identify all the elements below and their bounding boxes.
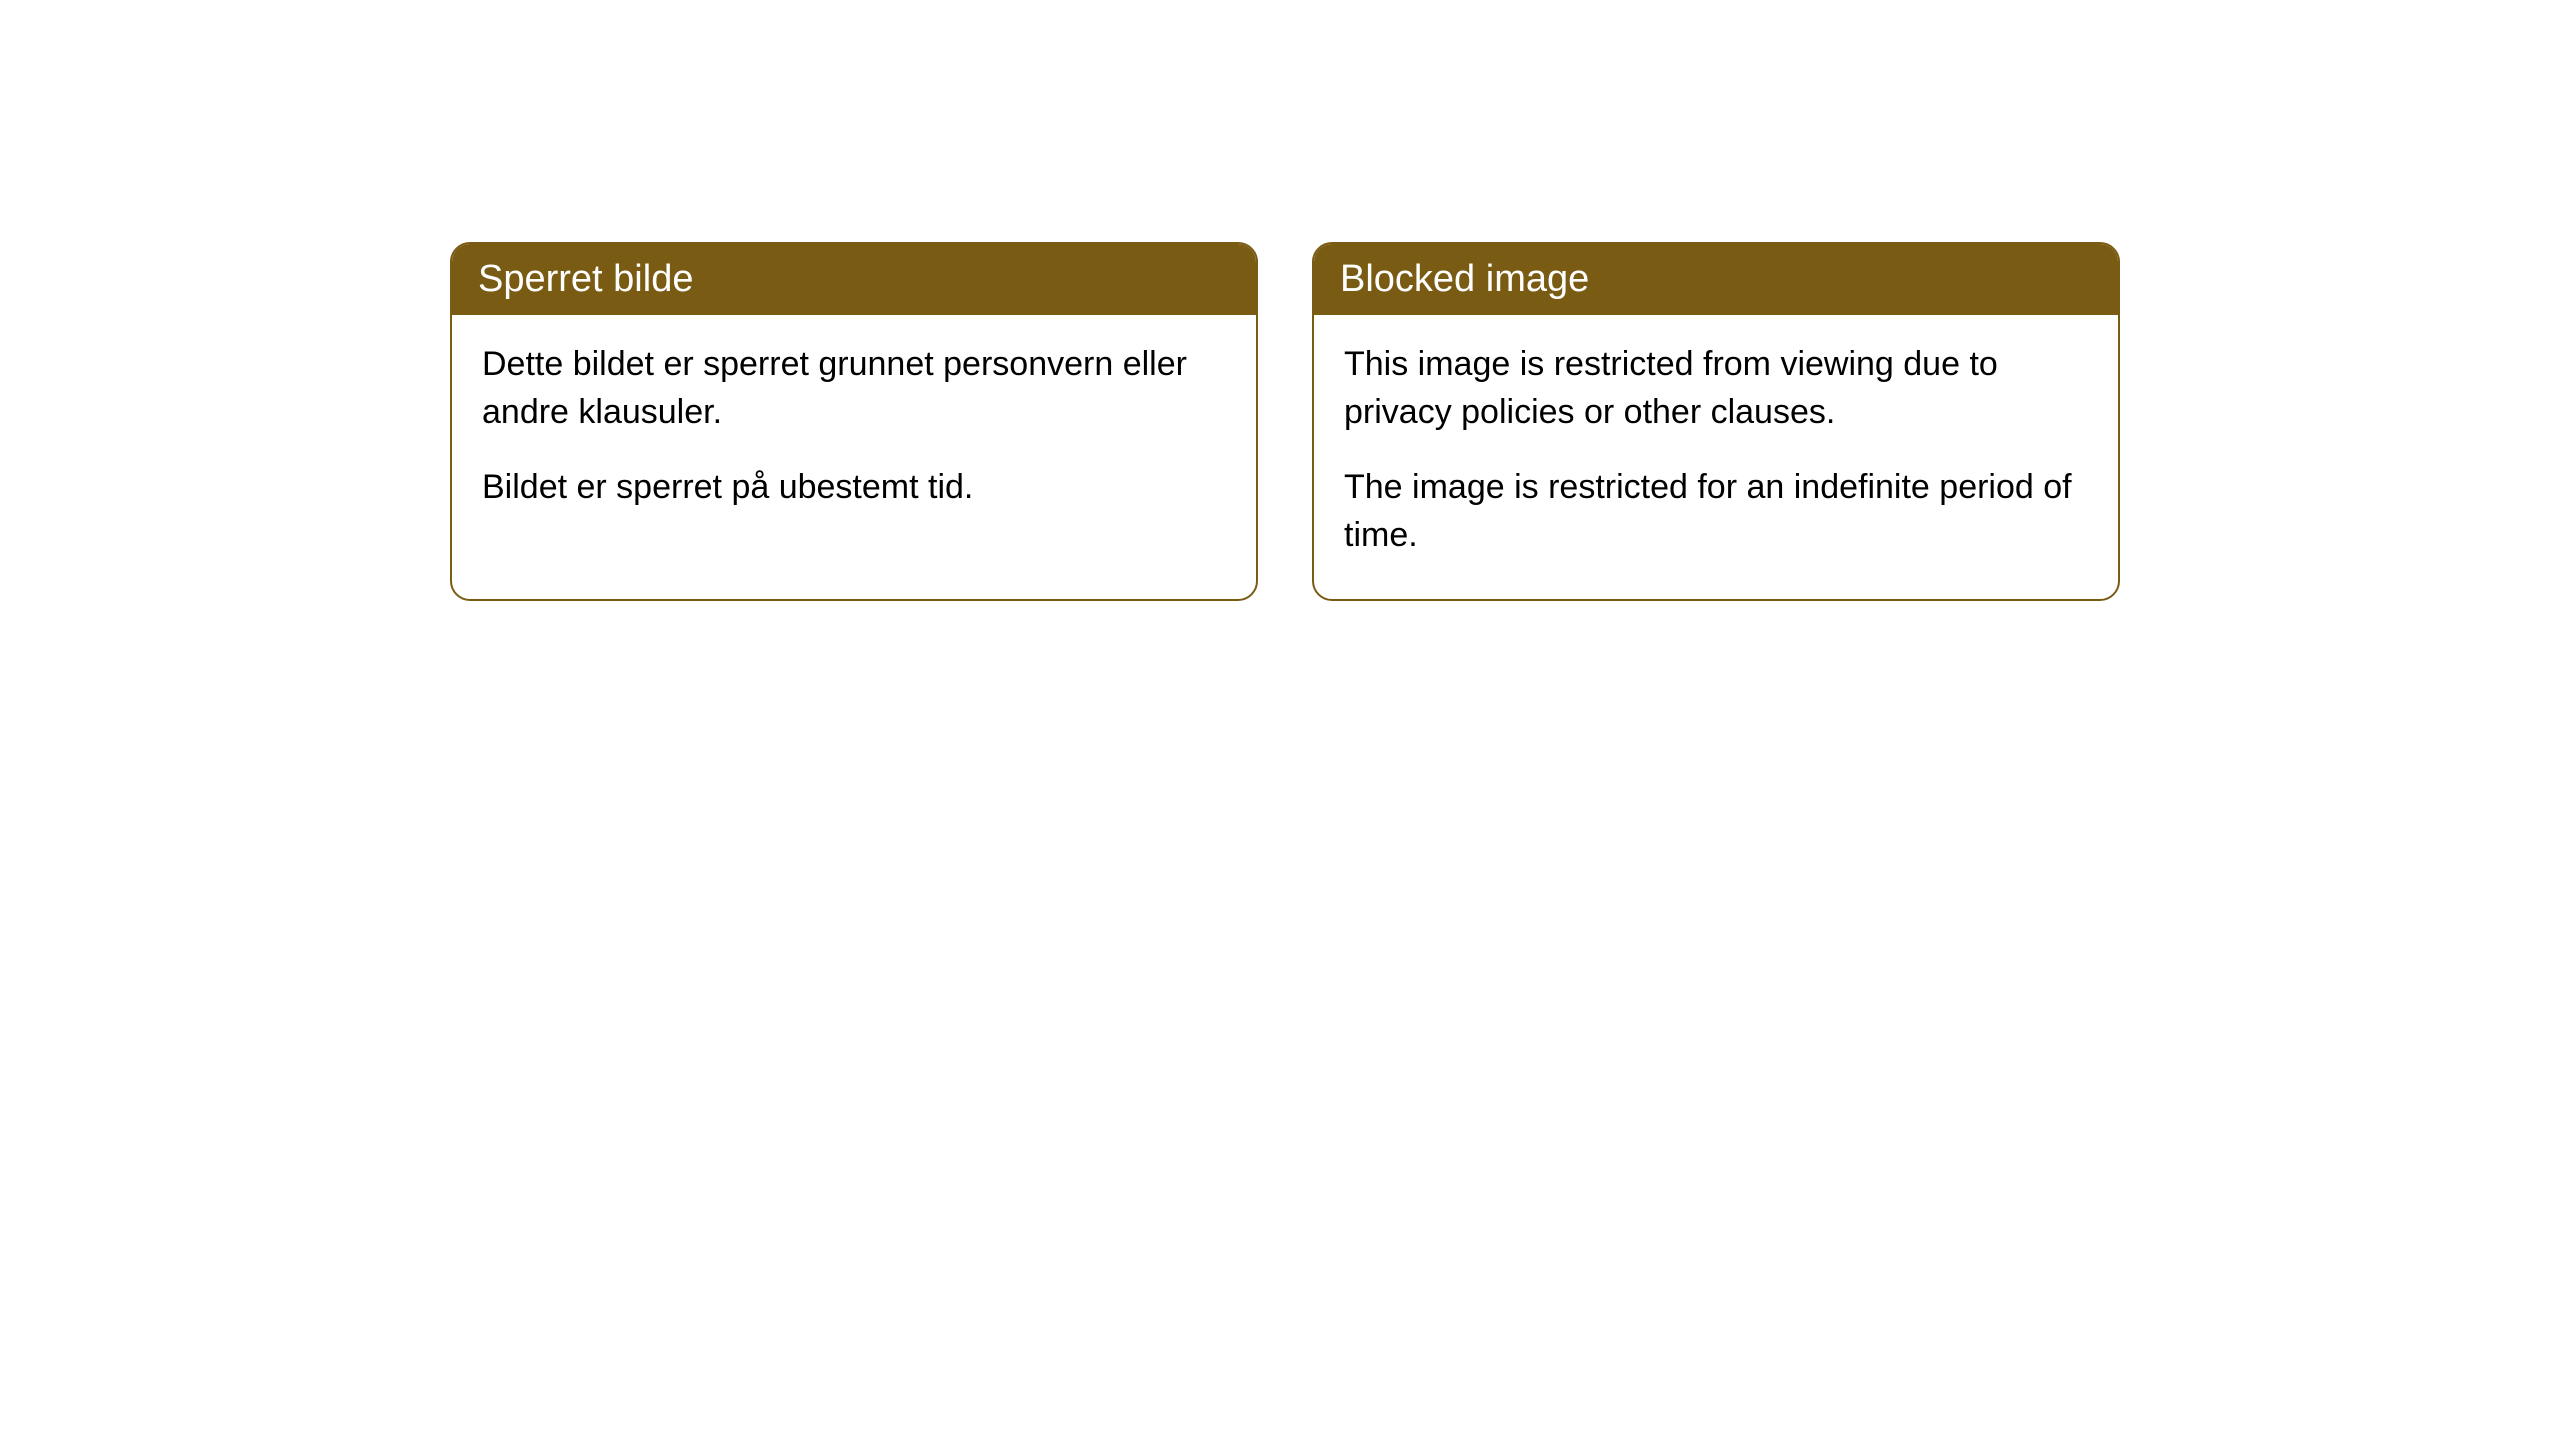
card-norwegian: Sperret bilde Dette bildet er sperret gr… <box>450 242 1258 601</box>
card-paragraph-2: The image is restricted for an indefinit… <box>1344 464 2088 559</box>
card-body-norwegian: Dette bildet er sperret grunnet personve… <box>452 315 1256 552</box>
card-paragraph-1: This image is restricted from viewing du… <box>1344 341 2088 436</box>
card-paragraph-1: Dette bildet er sperret grunnet personve… <box>482 341 1226 436</box>
card-english: Blocked image This image is restricted f… <box>1312 242 2120 601</box>
card-body-english: This image is restricted from viewing du… <box>1314 315 2118 599</box>
card-header-norwegian: Sperret bilde <box>452 244 1256 315</box>
card-paragraph-2: Bildet er sperret på ubestemt tid. <box>482 464 1226 512</box>
cards-container: Sperret bilde Dette bildet er sperret gr… <box>0 0 2560 601</box>
card-header-english: Blocked image <box>1314 244 2118 315</box>
